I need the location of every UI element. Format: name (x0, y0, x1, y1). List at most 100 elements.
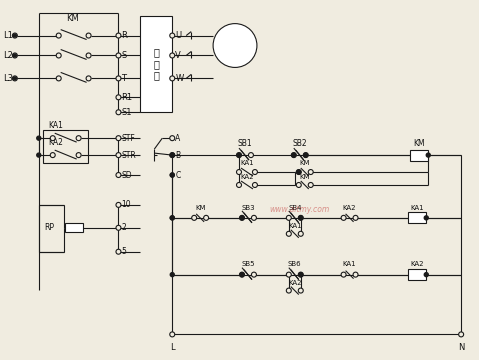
Circle shape (37, 136, 41, 140)
Text: SD: SD (122, 171, 132, 180)
Circle shape (116, 76, 121, 81)
Circle shape (249, 153, 253, 158)
Text: U: U (175, 31, 182, 40)
Circle shape (213, 24, 257, 67)
Circle shape (170, 153, 174, 157)
Circle shape (116, 95, 121, 100)
Text: KA2: KA2 (48, 138, 63, 147)
Circle shape (292, 153, 296, 157)
Bar (408, 212, 426, 223)
Text: SB2: SB2 (293, 139, 307, 148)
Circle shape (170, 153, 175, 158)
Circle shape (299, 273, 303, 276)
Circle shape (286, 272, 291, 277)
Text: V: V (175, 51, 181, 60)
Text: C: C (175, 171, 181, 180)
Circle shape (170, 273, 174, 276)
Text: S: S (122, 51, 127, 60)
Text: KA2: KA2 (343, 205, 356, 211)
Circle shape (116, 225, 121, 230)
Circle shape (308, 170, 313, 175)
Circle shape (12, 76, 17, 81)
Circle shape (170, 33, 175, 38)
Circle shape (37, 153, 41, 157)
Text: R: R (122, 31, 127, 40)
Circle shape (170, 76, 175, 81)
Circle shape (170, 153, 174, 157)
Text: SB1: SB1 (238, 139, 252, 148)
Circle shape (204, 215, 209, 220)
Text: 变
频
器: 变 频 器 (153, 48, 159, 81)
Text: KA2: KA2 (411, 261, 424, 267)
Text: M: M (229, 39, 240, 52)
Text: KA1: KA1 (288, 223, 302, 229)
Circle shape (252, 170, 257, 175)
Circle shape (303, 153, 308, 158)
Circle shape (308, 183, 313, 188)
Text: L3: L3 (3, 74, 13, 83)
Circle shape (116, 53, 121, 58)
Circle shape (13, 54, 16, 57)
Text: A: A (175, 134, 181, 143)
Circle shape (299, 216, 303, 220)
Circle shape (297, 183, 301, 188)
Circle shape (237, 153, 241, 158)
Circle shape (298, 288, 303, 293)
Text: SB4: SB4 (288, 205, 302, 211)
Circle shape (286, 215, 291, 220)
Text: N: N (458, 343, 464, 352)
Circle shape (341, 272, 346, 277)
Circle shape (116, 33, 121, 38)
Text: SB6: SB6 (288, 261, 302, 267)
Circle shape (170, 332, 175, 337)
Circle shape (297, 170, 301, 174)
Circle shape (170, 173, 174, 177)
Circle shape (50, 136, 55, 141)
Text: RP: RP (44, 223, 54, 232)
Circle shape (50, 153, 55, 158)
Circle shape (341, 215, 346, 220)
Circle shape (237, 170, 241, 175)
Circle shape (426, 153, 430, 157)
Circle shape (170, 216, 174, 220)
Bar (65, 223, 82, 232)
Circle shape (424, 273, 428, 276)
Circle shape (252, 183, 257, 188)
Text: KM: KM (413, 139, 425, 148)
Text: SB3: SB3 (241, 205, 255, 211)
Circle shape (240, 273, 244, 276)
Circle shape (56, 33, 61, 38)
Circle shape (86, 76, 91, 81)
Text: 5: 5 (122, 247, 126, 256)
Text: KM: KM (299, 174, 310, 180)
Circle shape (116, 249, 121, 254)
Circle shape (459, 332, 464, 337)
Circle shape (56, 53, 61, 58)
Circle shape (286, 231, 291, 236)
Circle shape (12, 53, 17, 58)
Text: 2: 2 (122, 223, 126, 232)
Circle shape (86, 53, 91, 58)
Bar (140, 15, 172, 112)
Circle shape (251, 272, 256, 277)
Text: KA1: KA1 (48, 121, 63, 130)
Circle shape (240, 215, 244, 220)
Circle shape (170, 53, 175, 58)
Text: KA2: KA2 (288, 280, 302, 285)
Circle shape (237, 153, 241, 157)
Circle shape (86, 33, 91, 38)
Text: KA1: KA1 (240, 160, 254, 166)
Circle shape (12, 33, 17, 38)
Text: STF: STF (122, 134, 135, 143)
Circle shape (170, 216, 174, 220)
Text: W: W (175, 74, 183, 83)
Circle shape (240, 216, 244, 220)
Text: L2: L2 (3, 51, 13, 60)
Bar (408, 269, 426, 280)
Text: R1: R1 (122, 93, 133, 102)
Circle shape (424, 216, 428, 220)
Circle shape (304, 153, 308, 157)
Circle shape (291, 153, 297, 158)
Bar (411, 150, 428, 161)
Circle shape (297, 170, 301, 175)
